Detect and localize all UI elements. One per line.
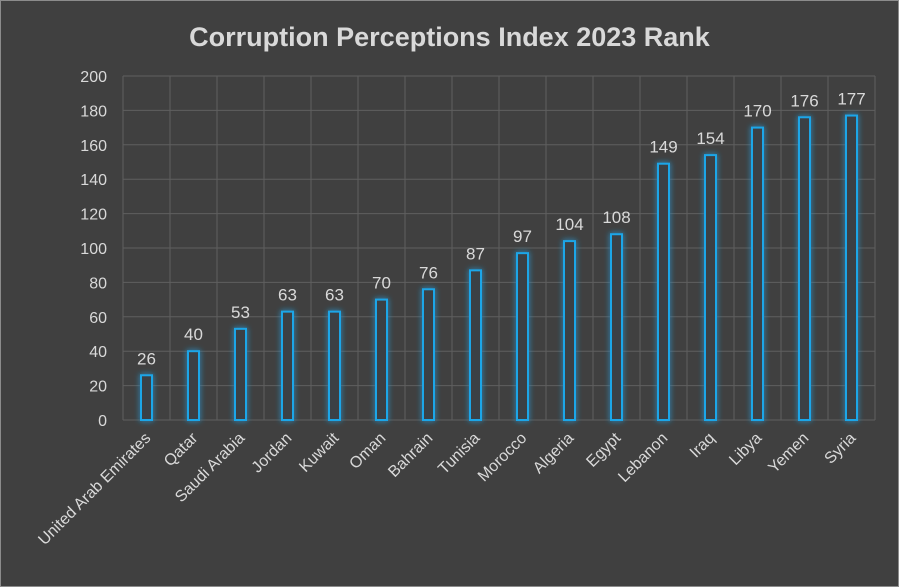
category-label: Lebanon <box>615 430 671 486</box>
chart-title: Corruption Perceptions Index 2023 Rank <box>189 22 710 52</box>
data-label: 154 <box>696 129 724 148</box>
data-label: 40 <box>184 325 203 344</box>
category-label: United Arab Emirates <box>35 430 154 549</box>
y-tick-label: 160 <box>80 138 107 155</box>
bars <box>140 114 858 422</box>
y-tick-label: 60 <box>89 310 107 327</box>
data-label: 26 <box>137 349 156 368</box>
y-axis-ticks: 0 20 40 60 80 100 120 140 160 180 200 <box>80 69 107 430</box>
data-label: 170 <box>743 102 771 121</box>
category-label: Jordan <box>249 430 296 477</box>
data-label: 149 <box>649 138 677 157</box>
y-tick-label: 140 <box>80 172 107 189</box>
data-label: 70 <box>372 274 391 293</box>
y-tick-label: 100 <box>80 241 107 258</box>
y-tick-label: 40 <box>89 344 107 361</box>
data-label: 63 <box>278 286 297 305</box>
bar <box>422 288 435 421</box>
bar <box>375 298 388 422</box>
bar <box>187 350 200 422</box>
category-label: Yemen <box>765 430 812 477</box>
category-label: Iraq <box>687 430 719 462</box>
bar <box>516 252 529 421</box>
category-label: Syria <box>822 430 860 468</box>
bar <box>234 327 247 421</box>
category-label: Bahrain <box>385 430 436 481</box>
y-tick-label: 200 <box>80 69 107 86</box>
category-label: Libya <box>726 430 765 469</box>
bar <box>563 240 576 421</box>
data-label: 104 <box>555 215 583 234</box>
bar <box>845 114 858 421</box>
data-label: 177 <box>837 90 865 109</box>
category-label: Kuwait <box>296 429 342 475</box>
category-label: Egypt <box>583 429 624 470</box>
y-tick-label: 0 <box>98 413 107 430</box>
bar <box>657 162 670 421</box>
data-label: 87 <box>466 244 485 263</box>
data-label: 76 <box>419 263 438 282</box>
category-label: Qatar <box>161 429 202 470</box>
bar <box>469 269 482 421</box>
grid-lines <box>122 75 876 421</box>
bar <box>610 233 623 421</box>
data-labels: 26 40 53 63 63 70 76 87 97 104 108 149 154 170 176 177 <box>137 90 866 369</box>
y-tick-label: 180 <box>80 103 107 120</box>
data-label: 63 <box>325 286 344 305</box>
bar <box>328 310 341 422</box>
category-label: Oman <box>346 430 389 473</box>
bar <box>798 116 811 421</box>
bar <box>140 374 153 421</box>
data-label: 176 <box>790 91 818 110</box>
category-label: Algeria <box>530 430 577 477</box>
y-tick-label: 120 <box>80 207 107 224</box>
data-label: 108 <box>602 208 630 227</box>
y-tick-label: 20 <box>89 379 107 396</box>
bar <box>751 126 764 421</box>
bar <box>704 154 717 421</box>
bar <box>281 310 294 422</box>
category-label: Morocco <box>475 430 530 485</box>
data-label: 53 <box>231 303 250 322</box>
data-label: 97 <box>513 227 532 246</box>
y-tick-label: 80 <box>89 275 107 292</box>
